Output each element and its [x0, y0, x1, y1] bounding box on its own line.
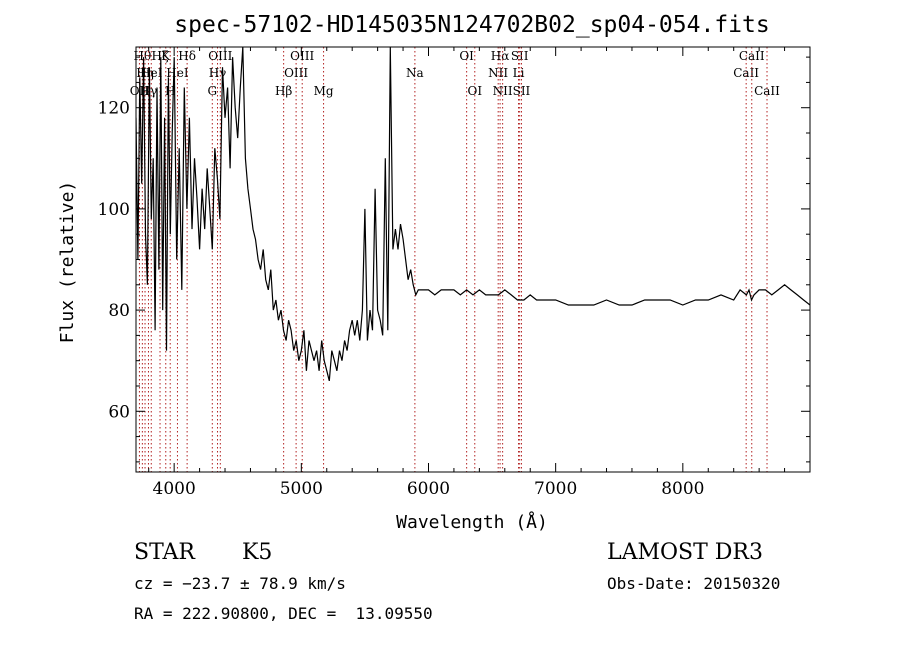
line-marker-label: G [208, 84, 218, 98]
coordinates-readout: RA = 222.90800, DEC = 13.09550 [134, 604, 433, 623]
line-marker-label: CaII [754, 84, 780, 98]
line-marker-label: Hγ [209, 66, 227, 80]
y-tick-label: 60 [108, 402, 130, 422]
line-marker-label: OI [467, 84, 482, 98]
y-axis-label: Flux (relative) [57, 181, 78, 344]
line-marker-label: H [165, 84, 175, 98]
x-tick-label: 8000 [661, 479, 704, 499]
line-marker-label: OIII [208, 49, 232, 63]
obs-date: Obs-Date: 20150320 [607, 574, 781, 593]
line-marker-label: HeI [166, 66, 189, 80]
line-marker-label: NII [488, 66, 508, 80]
y-tick-label: 100 [98, 200, 130, 220]
x-tick-label: 7000 [534, 479, 577, 499]
survey-name: LAMOST DR3 [607, 540, 763, 565]
line-marker-label: Hδ [178, 49, 196, 63]
x-tick-label: 6000 [407, 479, 450, 499]
line-marker-label: Hα [491, 49, 510, 63]
chart-title: spec-57102-HD145035N124702B02_sp04-054.f… [174, 12, 769, 38]
line-marker-label: OI [459, 49, 474, 63]
line-marker-label: CaII [739, 49, 765, 63]
emission-line-markers: OIIHθHηHγHeIHζKHHeIHδGHγOIIIHβOIIIOIIIMg… [130, 47, 780, 472]
series-line-flux [136, 47, 810, 382]
line-marker-label: Hζ [152, 49, 169, 63]
line-marker-label: OIII [284, 66, 308, 80]
line-marker-label: CaII [733, 66, 759, 80]
line-marker-label: Mg [314, 84, 334, 98]
line-marker-label: HeI [140, 66, 163, 80]
line-marker-label: K [161, 49, 171, 63]
line-marker-label: Hβ [275, 84, 292, 98]
axes: 4000 5000 6000 7000 8000 60 80 100 120 [98, 46, 811, 499]
line-marker-label: SII [513, 84, 531, 98]
line-marker-label: Hγ [140, 84, 158, 98]
object-class: STAR [134, 540, 195, 565]
line-marker-label: OIII [290, 49, 314, 63]
y-tick-label: 80 [108, 301, 130, 321]
line-marker-label: Na [406, 66, 424, 80]
y-tick-label: 120 [98, 99, 130, 119]
subclass: K5 [242, 540, 273, 565]
spectrum-series [136, 47, 810, 382]
line-marker-label: Li [513, 66, 525, 80]
line-marker-label: NII [493, 84, 513, 98]
line-marker-label: SII [511, 49, 529, 63]
x-tick-label: 5000 [280, 479, 323, 499]
x-axis-label: Wavelength (Å) [396, 511, 548, 533]
line-marker-label: Hθ [134, 49, 152, 63]
x-tick-label: 4000 [153, 479, 196, 499]
plot-frame [135, 46, 811, 473]
redshift-readout: cz = −23.7 ± 78.9 km/s [134, 574, 346, 593]
